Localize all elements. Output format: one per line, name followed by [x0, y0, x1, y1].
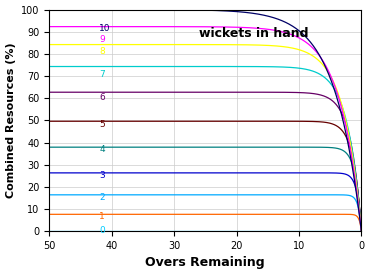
Text: 6: 6 [99, 93, 105, 101]
Text: 2: 2 [99, 193, 105, 202]
Text: 9: 9 [99, 35, 105, 44]
Text: 1: 1 [99, 212, 105, 221]
Text: 0: 0 [99, 226, 105, 235]
Text: 8: 8 [99, 47, 105, 56]
Text: wickets in hand: wickets in hand [199, 28, 309, 40]
Text: 10: 10 [99, 24, 111, 33]
Text: 4: 4 [99, 145, 105, 154]
Text: 5: 5 [99, 120, 105, 129]
X-axis label: Overs Remaining: Overs Remaining [145, 257, 265, 269]
Text: 7: 7 [99, 70, 105, 79]
Text: 3: 3 [99, 171, 105, 180]
Y-axis label: Combined Resources (%): Combined Resources (%) [6, 43, 16, 198]
